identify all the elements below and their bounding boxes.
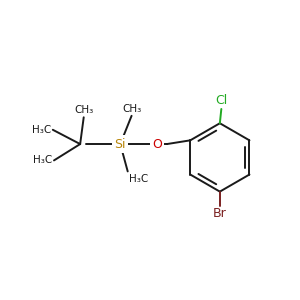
Text: H₃C: H₃C (129, 174, 148, 184)
Text: CH₃: CH₃ (75, 105, 94, 115)
Text: H₃C: H₃C (33, 155, 52, 165)
Text: Si: Si (115, 138, 126, 151)
Text: O: O (152, 138, 162, 151)
Text: Cl: Cl (215, 94, 227, 107)
Text: CH₃: CH₃ (122, 104, 142, 114)
Text: Br: Br (213, 207, 227, 220)
Text: H₃C: H₃C (32, 125, 51, 135)
